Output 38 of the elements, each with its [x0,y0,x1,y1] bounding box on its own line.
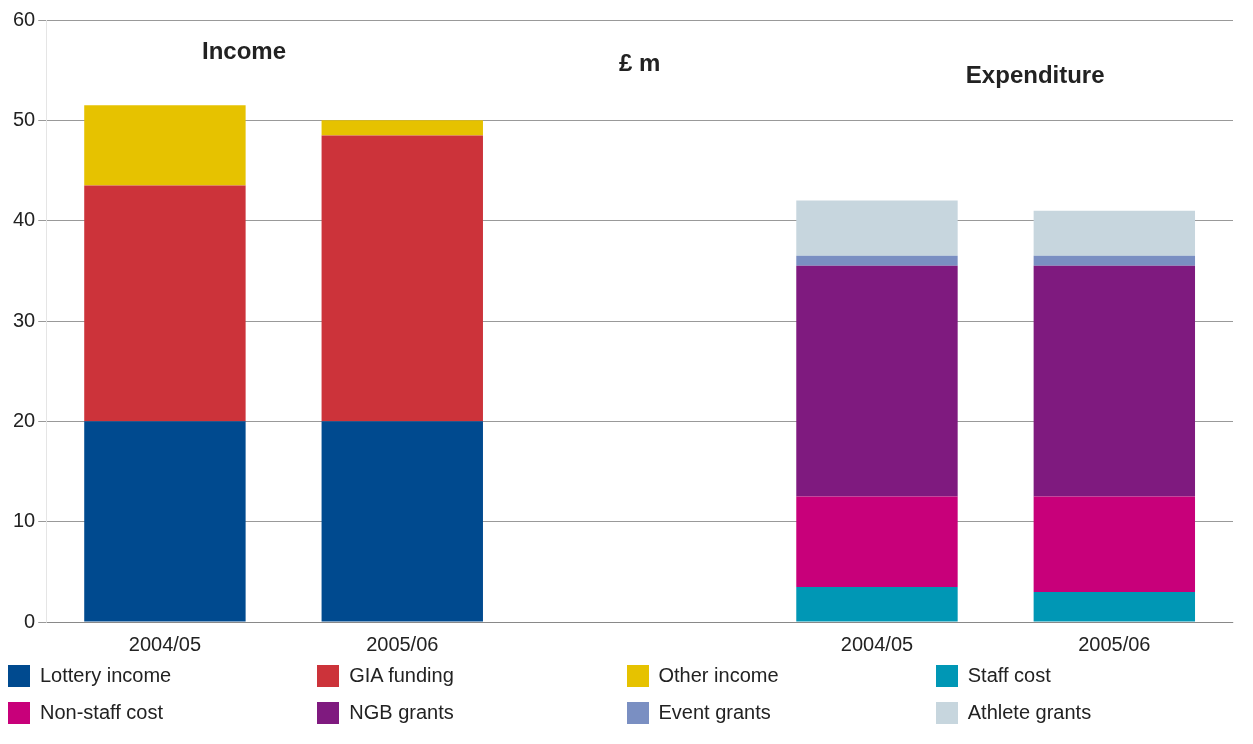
legend-label: Staff cost [967,664,1051,687]
y-tick-label: 50 [13,107,36,130]
annotation: Expenditure [965,60,1105,88]
bar [796,200,958,256]
bar [1033,255,1196,266]
x-tick-label: 2004/05 [128,632,202,655]
y-tick-label: 60 [13,7,36,30]
bar [321,135,483,422]
bar [1033,496,1196,592]
annotation: £ m [618,48,661,76]
legend-label: NGB grants [349,701,454,724]
bar [796,265,958,497]
legend-label: Other income [658,664,779,687]
y-tick-label: 0 [24,609,36,632]
annotation: Income [202,36,287,64]
bar [1033,265,1196,497]
bar [321,421,483,622]
y-tick-label: 30 [13,308,36,331]
legend-label: Lottery income [40,664,172,687]
y-tick-label: 40 [13,208,36,231]
legend-label: GIA funding [349,664,454,687]
bar [796,255,958,266]
bar [1033,210,1196,256]
y-tick-label: 20 [13,408,36,431]
bar [1033,591,1196,622]
bar [796,586,958,622]
bar [84,421,246,622]
legend-label: Non-staff cost [40,701,164,724]
x-tick-label: 2005/06 [1078,632,1151,655]
bar [84,105,246,186]
legend-label: Athlete grants [967,701,1092,724]
bar [796,496,958,587]
legend-label: Event grants [658,701,771,724]
bar [321,120,483,136]
x-tick-label: 2004/05 [840,632,914,655]
y-tick-label: 10 [13,509,36,532]
bar [84,185,246,422]
x-tick-label: 2005/06 [366,632,439,655]
